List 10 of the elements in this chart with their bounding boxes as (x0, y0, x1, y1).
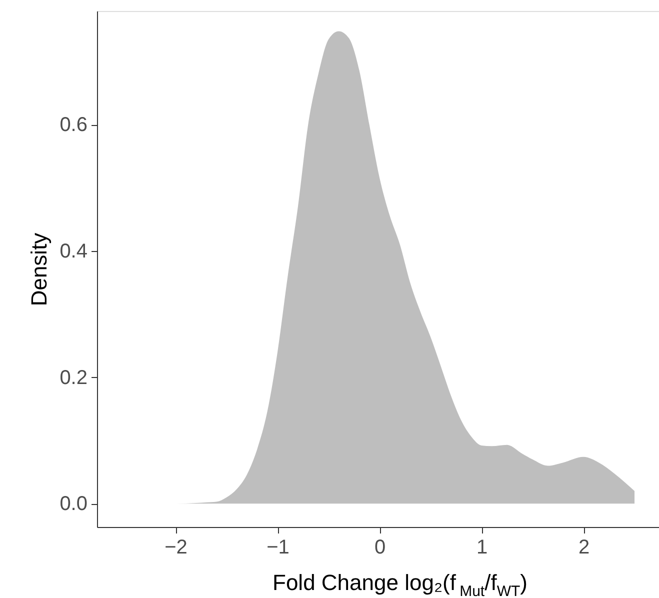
x-tick-label: −2 (164, 536, 188, 558)
x-tick-label: 0 (374, 536, 386, 558)
y-tick-label: 0.6 (60, 114, 88, 136)
y-tick-label: 0.4 (60, 240, 88, 262)
y-tick-label: 0.0 (60, 493, 88, 516)
x-tick-label: 1 (476, 536, 488, 558)
y-axis-title: Density (26, 232, 52, 306)
x-tick-label: −1 (266, 536, 290, 558)
x-tick-label: 2 (578, 536, 590, 558)
y-tick-label: 0.2 (60, 366, 88, 389)
